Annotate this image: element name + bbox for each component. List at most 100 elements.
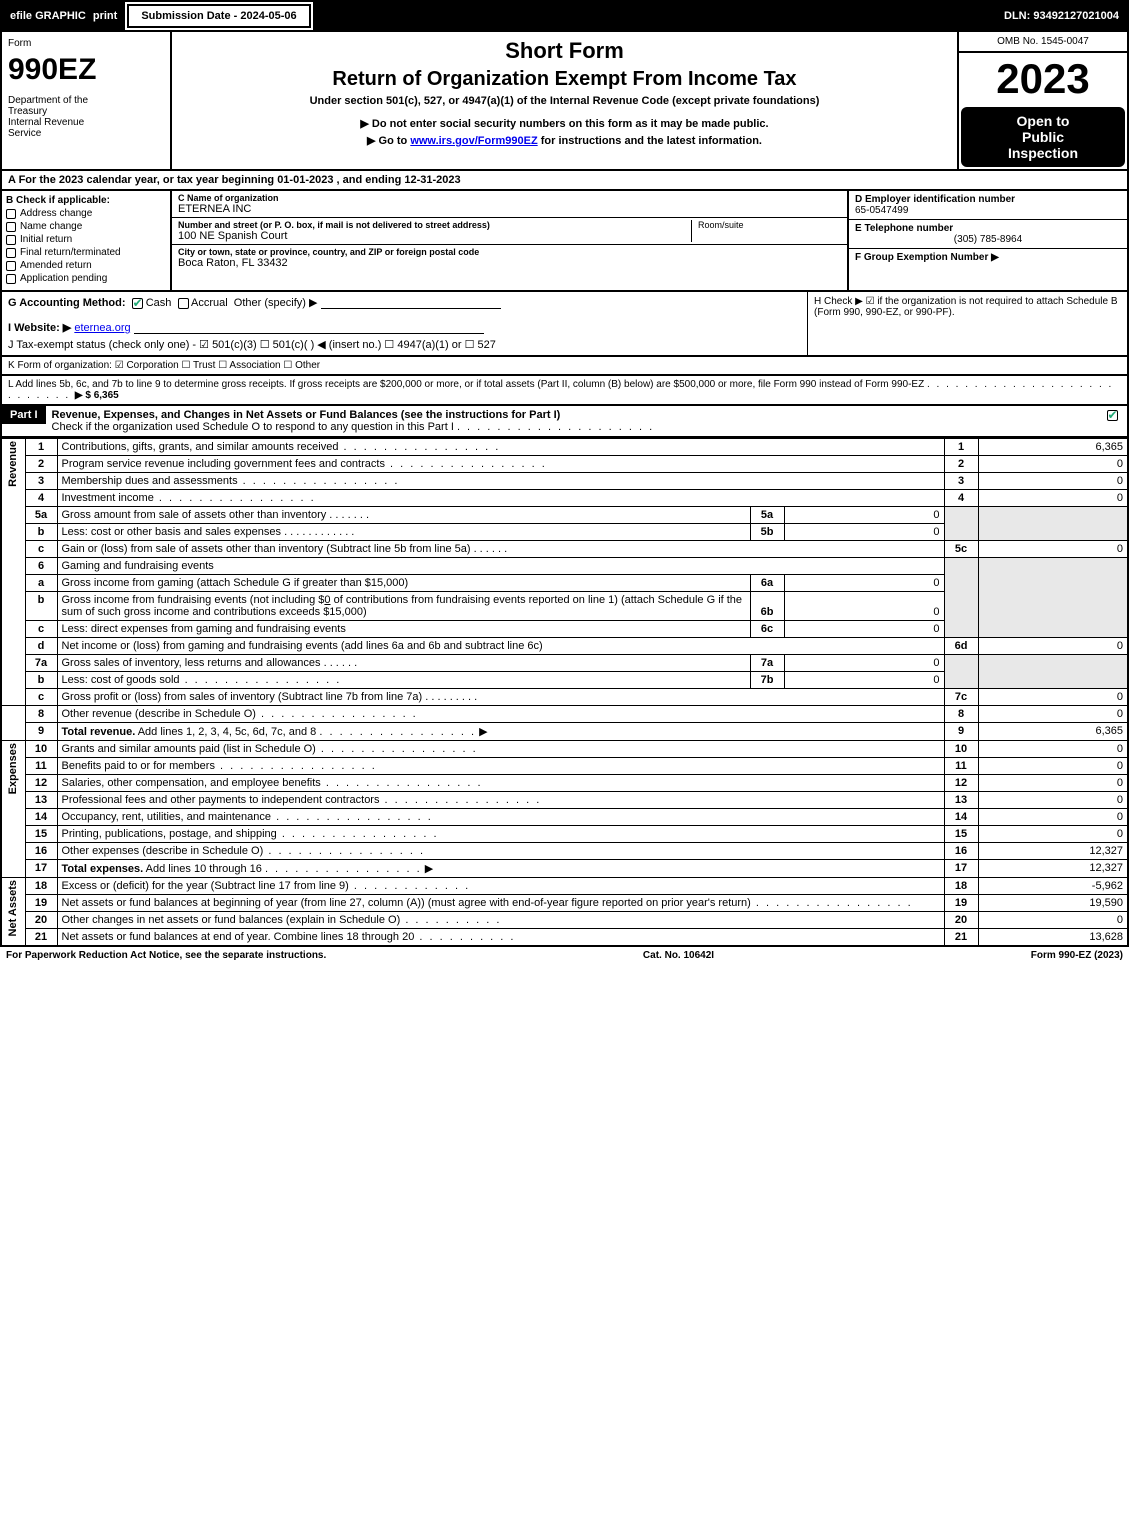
line-val: 0 [978, 792, 1128, 809]
expenses-side-label: Expenses [1, 741, 25, 878]
form-label: Form [8, 38, 164, 49]
table-row: 15 Printing, publications, postage, and … [1, 826, 1128, 843]
line-val: 0 [978, 809, 1128, 826]
cb-amended-return[interactable]: Amended return [6, 260, 166, 271]
checkbox-icon [6, 248, 16, 258]
row-g: G Accounting Method: Cash Accrual Other … [2, 292, 807, 355]
submission-date: Submission Date - 2024-05-06 [127, 4, 310, 28]
line-val: 0 [978, 912, 1128, 929]
line-desc: Contributions, gifts, grants, and simila… [57, 439, 944, 456]
line-val: 0 [978, 456, 1128, 473]
accrual-checkbox-icon[interactable] [178, 298, 189, 309]
org-name-label: C Name of organization [178, 193, 279, 203]
sub-num: 7a [750, 655, 784, 672]
line-num: 19 [25, 895, 57, 912]
line-desc: Total revenue. Add lines 1, 2, 3, 4, 5c,… [57, 723, 944, 741]
line-num: 10 [25, 741, 57, 758]
part1-checkbox[interactable] [1097, 406, 1127, 424]
checkbox-icon [6, 222, 16, 232]
line-desc: Excess or (deficit) for the year (Subtra… [57, 878, 944, 895]
line-desc: Gross income from fundraising events (no… [57, 592, 750, 621]
line-val: 0 [978, 490, 1128, 507]
checkbox-icon [6, 235, 16, 245]
accounting-label: G Accounting Method: [8, 297, 126, 309]
city-label: City or town, state or province, country… [178, 247, 479, 257]
subtitle: Under section 501(c), 527, or 4947(a)(1)… [178, 95, 951, 107]
cb-final-return[interactable]: Final return/terminated [6, 247, 166, 258]
part1-title-text: Revenue, Expenses, and Changes in Net As… [52, 409, 561, 421]
checkbox-icon [6, 261, 16, 271]
note-pre: ▶ Go to [367, 135, 410, 147]
efile-label: efile [10, 10, 32, 22]
sub-val: 0 [784, 621, 944, 638]
note-post: for instructions and the latest informat… [538, 135, 762, 147]
header: Form 990EZ Department of theTreasuryInte… [0, 32, 1129, 171]
line-desc: Gross sales of inventory, less returns a… [57, 655, 750, 672]
line-val: 0 [978, 638, 1128, 655]
line-desc: Membership dues and assessments . . . . … [57, 473, 944, 490]
omb-number: OMB No. 1545-0047 [959, 32, 1127, 53]
revenue-side-label: Revenue [1, 439, 25, 706]
line-ref: 7c [944, 689, 978, 706]
print-link[interactable]: print [93, 10, 117, 22]
line-num: 20 [25, 912, 57, 929]
box-b-right: D Employer identification number 65-0547… [847, 191, 1127, 290]
part1-title: Revenue, Expenses, and Changes in Net As… [46, 406, 1097, 436]
shaded-cell [944, 507, 978, 541]
sub-num: 5a [750, 507, 784, 524]
graphic-label: GRAPHIC [35, 10, 86, 22]
irs-link[interactable]: www.irs.gov/Form990EZ [410, 135, 537, 147]
line-desc: Professional fees and other payments to … [57, 792, 944, 809]
table-row: 16 Other expenses (describe in Schedule … [1, 843, 1128, 860]
group-label: F Group Exemption Number ▶ [855, 252, 999, 263]
table-row: 6 Gaming and fundraising events [1, 558, 1128, 575]
shaded-cell [944, 655, 978, 689]
line-num: 15 [25, 826, 57, 843]
cb-application-pending[interactable]: Application pending [6, 273, 166, 284]
cb-name-change[interactable]: Name change [6, 221, 166, 232]
cash-checkbox-icon[interactable] [132, 298, 143, 309]
line-ref: 6d [944, 638, 978, 655]
line-val: -5,962 [978, 878, 1128, 895]
box-b-label: B Check if applicable: [6, 195, 166, 206]
header-mid: Short Form Return of Organization Exempt… [172, 32, 957, 169]
sub-val: 0 [784, 507, 944, 524]
org-name: ETERNEA INC [178, 203, 279, 215]
cb-address-change[interactable]: Address change [6, 208, 166, 219]
line-val: 12,327 [978, 860, 1128, 878]
line-ref: 5c [944, 541, 978, 558]
line-num: c [25, 541, 57, 558]
line-ref: 20 [944, 912, 978, 929]
shaded-cell [944, 558, 978, 638]
cb-label: Initial return [20, 234, 72, 245]
line-desc: Program service revenue including govern… [57, 456, 944, 473]
line-val: 0 [978, 689, 1128, 706]
website-link[interactable]: eternea.org [74, 322, 130, 334]
line-desc: Printing, publications, postage, and shi… [57, 826, 944, 843]
line-num: 11 [25, 758, 57, 775]
sub-val: 0 [784, 524, 944, 541]
line-num: d [25, 638, 57, 655]
line-desc: Less: direct expenses from gaming and fu… [57, 621, 750, 638]
note-link: ▶ Go to www.irs.gov/Form990EZ for instru… [178, 134, 951, 147]
line-ref: 1 [944, 439, 978, 456]
efile-graphic-print[interactable]: efile GRAPHIC print [2, 2, 125, 30]
department-label: Department of theTreasuryInternal Revenu… [8, 95, 164, 139]
row-l-amount: ▶ $ 6,365 [75, 390, 119, 401]
other-field[interactable] [321, 297, 501, 309]
inspection-badge: Open toPublicInspection [961, 107, 1125, 167]
table-row: 19 Net assets or fund balances at beginn… [1, 895, 1128, 912]
sub-num: 6a [750, 575, 784, 592]
line-ref: 8 [944, 706, 978, 723]
org-street-row: Number and street (or P. O. box, if mail… [172, 218, 847, 245]
table-row: 14 Occupancy, rent, utilities, and maint… [1, 809, 1128, 826]
line-desc: Less: cost of goods sold . . . . . . . .… [57, 672, 750, 689]
line-val: 0 [978, 826, 1128, 843]
row-g-h: G Accounting Method: Cash Accrual Other … [0, 292, 1129, 357]
line-num: 16 [25, 843, 57, 860]
line-num: 18 [25, 878, 57, 895]
line-num: a [25, 575, 57, 592]
cb-initial-return[interactable]: Initial return [6, 234, 166, 245]
cb-label: Final return/terminated [20, 247, 121, 258]
line-val: 6,365 [978, 723, 1128, 741]
